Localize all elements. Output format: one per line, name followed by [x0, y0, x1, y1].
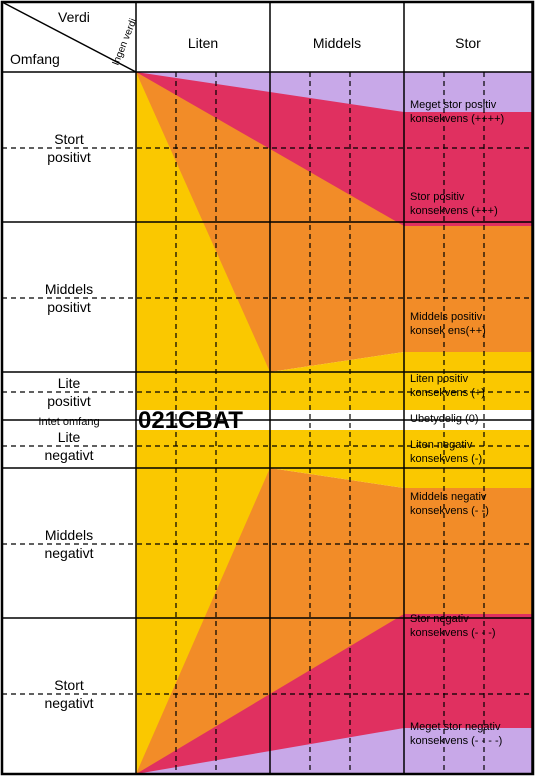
header-omfang: Omfang	[10, 51, 60, 67]
row-label: Stort	[54, 131, 84, 147]
row-label: Stort	[54, 677, 84, 693]
consequence-label: konsekvens (- - -)	[410, 627, 496, 639]
watermark-text: 021CBAT	[138, 407, 243, 434]
consequence-label: Middels positiv	[410, 311, 483, 323]
row-label: negativt	[44, 545, 93, 561]
row-label: positivt	[47, 393, 91, 409]
consequence-label: konsekvens (- -)	[410, 505, 489, 517]
row-label: Intet omfang	[38, 416, 99, 428]
col-header: Stor	[455, 35, 481, 51]
consequence-label: Liten positiv	[410, 373, 469, 385]
row-label: positivt	[47, 149, 91, 165]
consequence-label: konsekvens (+++)	[410, 205, 498, 217]
row-label: negativt	[44, 447, 93, 463]
row-label: Lite	[58, 375, 81, 391]
col-header: Middels	[313, 35, 361, 51]
consequence-label: konsekvens (+)	[410, 387, 485, 399]
consequence-label: Stor negativ	[410, 613, 469, 625]
header-verdi: Verdi	[58, 9, 90, 25]
consequence-label: Liten negativ	[410, 439, 473, 451]
row-label: Middels	[45, 527, 93, 543]
row-label: positivt	[47, 299, 91, 315]
consequence-label: konsek ens(++)	[410, 325, 486, 337]
consequence-label: Middels negativ	[410, 491, 487, 503]
consequence-label: Meget stor negativ	[410, 721, 501, 733]
col-header: Liten	[188, 35, 218, 51]
consequence-label: konsekvens (-)	[410, 453, 482, 465]
consequence-label: Ubetydelig (0)	[410, 413, 478, 425]
consequence-matrix: VerdiOmfangIngen verdiLitenMiddelsStorSt…	[0, 0, 535, 776]
consequence-label: Meget stor positiv	[410, 99, 497, 111]
row-label: Lite	[58, 429, 81, 445]
row-label: negativt	[44, 695, 93, 711]
row-label: Middels	[45, 281, 93, 297]
consequence-label: Stor positiv	[410, 191, 465, 203]
consequence-label: konsekvens (++++)	[410, 113, 504, 125]
matrix-svg: VerdiOmfangIngen verdiLitenMiddelsStorSt…	[0, 0, 535, 776]
consequence-label: konsekvens (- - - -)	[410, 735, 502, 747]
